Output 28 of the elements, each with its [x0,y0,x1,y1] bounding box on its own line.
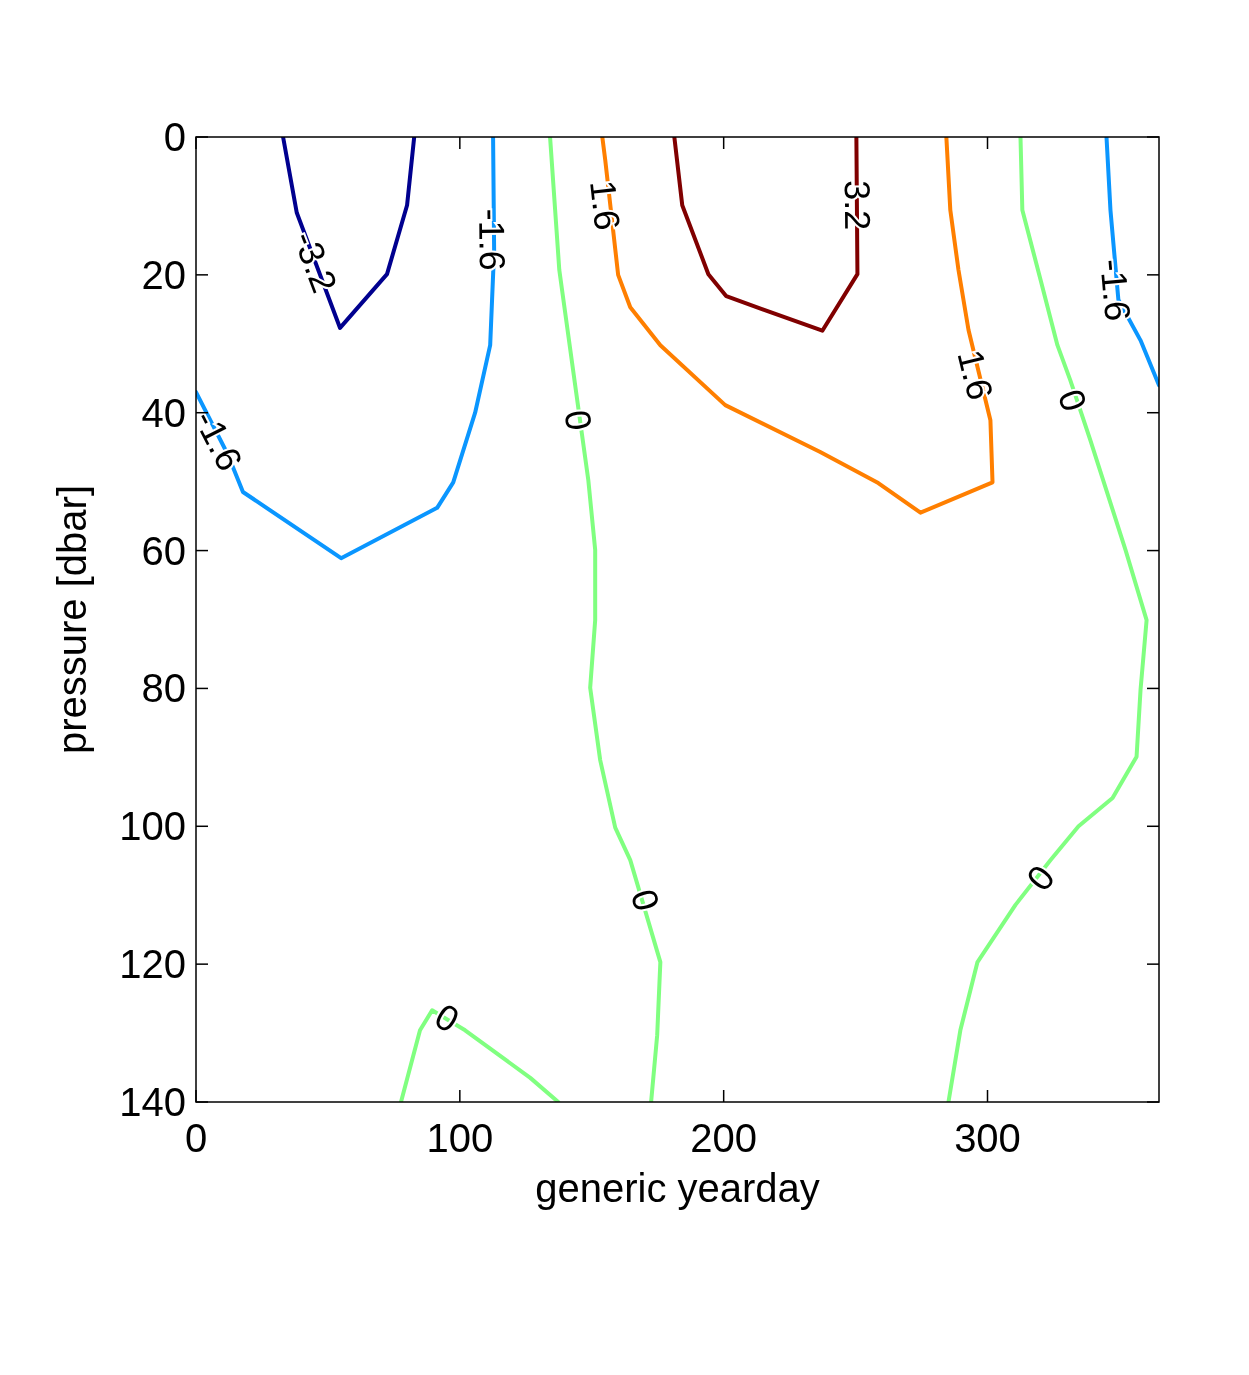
x-tick-label: 100 [426,1116,494,1160]
annotation: 0 [622,884,668,916]
annotation: 0 [556,407,600,434]
annotation: -1.6 [1092,257,1139,323]
x-axis-title: generic yearday [535,1166,820,1210]
annotation: 1.6 [582,178,629,233]
annotation: 3.2 [836,180,879,231]
y-tick-label: 40 [141,390,186,435]
y-tick-label: 140 [119,1080,186,1124]
annotation: -3.2 [285,225,346,299]
annotation: -1.6 [471,208,513,271]
y-tick-label: 80 [141,666,186,711]
y-axis-title: pressure [dbar] [50,484,94,755]
line-series [548,137,663,1102]
annotation: 0 [427,995,467,1041]
y-tick-label: 120 [119,942,186,987]
y-tick-label: 20 [141,252,186,297]
annotation: -1.6 [186,403,251,478]
annotation: 0 [1018,857,1063,899]
x-tick-label: 200 [690,1116,758,1160]
annotation: 0 [1049,384,1096,417]
y-tick-label: 0 [163,115,186,159]
x-tick-label: 300 [954,1116,1021,1160]
line-series [946,137,1149,1102]
line-series [281,137,417,330]
annotation: 1.6 [949,345,1002,404]
y-tick-label: 60 [141,528,186,573]
y-tick-label: 100 [119,804,186,849]
